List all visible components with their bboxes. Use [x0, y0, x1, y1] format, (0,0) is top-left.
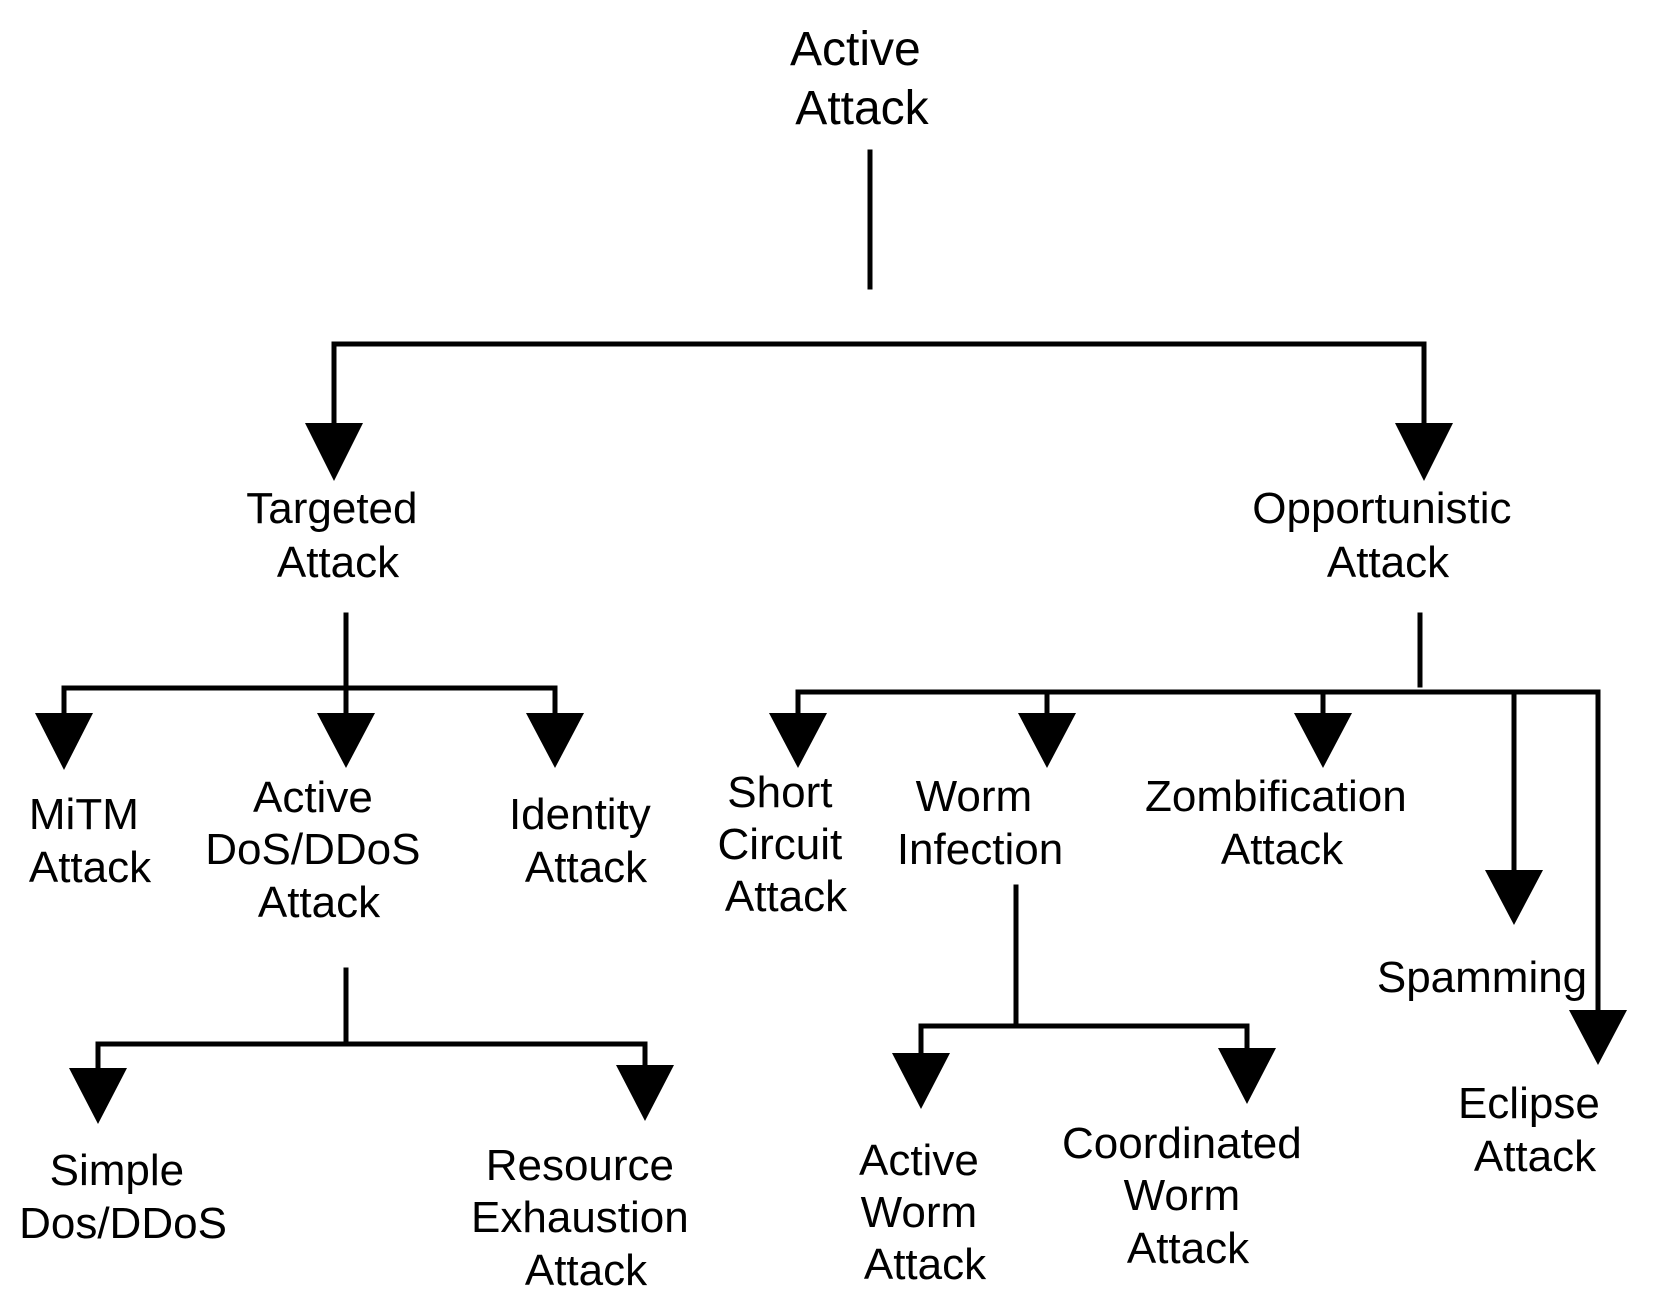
arrow-to-active-dos — [317, 713, 375, 768]
arrow-to-active-worm — [892, 1053, 950, 1109]
arrow-to-mitm — [35, 713, 93, 770]
arrow-to-worm-infection — [1018, 713, 1076, 768]
arrow-to-zombification — [1294, 713, 1352, 768]
arrow-to-coordinated-worm — [1218, 1048, 1276, 1104]
arrow-to-resource-exhaustion — [616, 1065, 674, 1121]
node-zombification-attack: Zombification Attack — [1145, 772, 1419, 874]
node-labels: Active Attack Targeted Attack Opportunis… — [19, 23, 1612, 1295]
node-root: Active Attack — [790, 23, 934, 135]
node-identity-attack: Identity Attack — [509, 790, 663, 892]
node-resource-exhaustion-attack: Resource Exhaustion Attack — [471, 1141, 701, 1295]
node-worm-infection: Worm Infection — [897, 772, 1063, 874]
arrow-to-opportunistic — [1395, 423, 1453, 481]
node-mitm-attack: MiTM Attack — [29, 790, 152, 892]
arrow-to-simple-dos — [69, 1068, 127, 1124]
edges — [35, 149, 1627, 1124]
node-short-circuit-attack: Short Circuit Attack — [718, 768, 855, 921]
node-coordinated-worm-attack: Coordinated Worm Attack — [1062, 1119, 1314, 1273]
node-spamming: Spamming — [1377, 953, 1587, 1002]
node-active-dos-ddos-attack: Active DoS/DDoS Attack — [205, 773, 432, 927]
arrow-to-short-circuit — [769, 713, 827, 768]
node-simple-dos-ddos: Simple Dos/DDoS — [19, 1146, 227, 1248]
arrow-to-eclipse — [1569, 1010, 1627, 1065]
node-eclipse-attack: Eclipse Attack — [1458, 1079, 1612, 1181]
arrow-to-spamming — [1485, 870, 1543, 925]
arrow-to-identity — [526, 713, 584, 768]
node-active-worm-attack: Active Worm Attack — [859, 1136, 991, 1289]
node-opportunistic-attack: Opportunistic Attack — [1252, 484, 1523, 587]
node-targeted-attack: Targeted Attack — [246, 484, 429, 587]
arrow-to-targeted — [305, 423, 363, 481]
